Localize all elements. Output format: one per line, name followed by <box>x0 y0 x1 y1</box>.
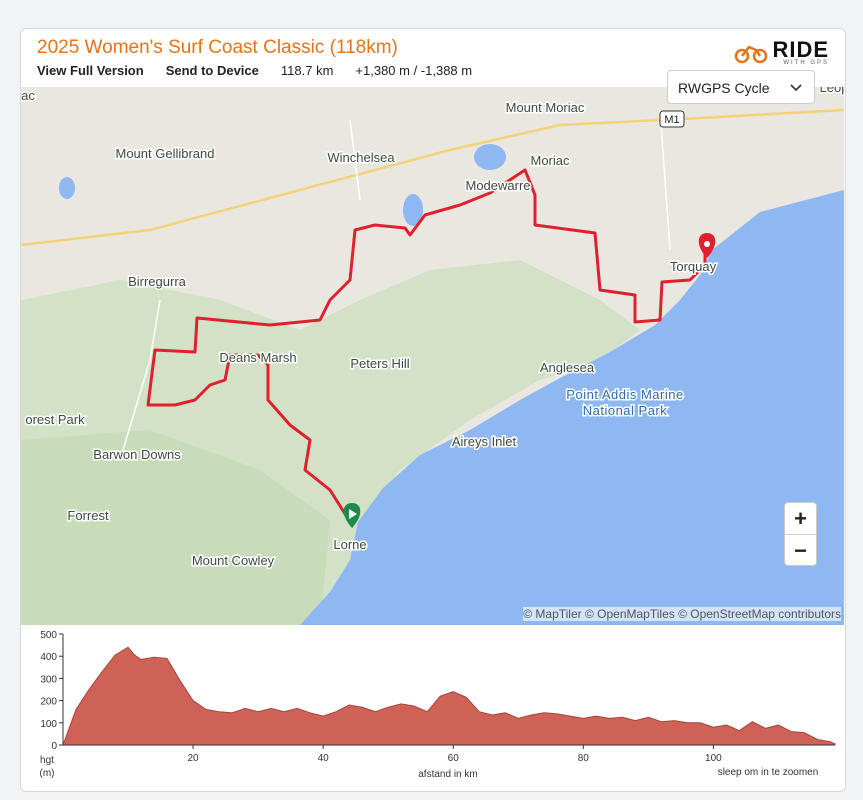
place-label: Leop <box>820 87 844 95</box>
place-label: Peters Hill <box>350 356 409 371</box>
route <box>146 168 707 526</box>
place-label: National Park <box>583 403 668 418</box>
logo-subtext: WITH GPS <box>783 60 829 66</box>
x-axis-label: afstand in km <box>418 769 477 780</box>
x-tick-label: 100 <box>705 753 722 764</box>
lake <box>474 144 506 170</box>
chevron <box>790 84 802 92</box>
place-label: Aireys Inlet <box>452 434 517 449</box>
zoom-in[interactable]: + <box>785 503 816 535</box>
start-icon <box>349 509 357 519</box>
send-device-link[interactable]: Send to Device <box>165 63 259 78</box>
y-tick-label: 400 <box>40 652 57 663</box>
view-full-link[interactable]: View Full Version <box>37 63 144 78</box>
place-label: Mount Gellibrand <box>116 146 215 161</box>
y-tick-label: 200 <box>40 697 57 708</box>
y-axis-label: hgt <box>40 755 54 766</box>
place-label: Lorne <box>333 537 366 552</box>
y-tick-label: 500 <box>40 630 57 641</box>
place-label: Point Addis Marine <box>566 387 683 402</box>
map[interactable]: M1 Mount Moriac Mount Gellibrand Winchelse… <box>21 87 844 625</box>
ocean <box>300 190 844 625</box>
route-title[interactable]: 2025 Women's Surf Coast Classic (118km) <box>37 37 398 58</box>
map-style-select[interactable]: RWGPS Cycle <box>667 70 815 104</box>
place-label: Mount Moriac <box>506 100 585 115</box>
y-tick-label: 100 <box>40 719 57 730</box>
road-shield-label: M1 <box>664 114 679 126</box>
highway <box>21 108 844 247</box>
map-style-label: RWGPS Cycle <box>678 80 770 96</box>
distance: 118.7 km <box>280 63 334 78</box>
route-info: View Full Version Send to Device 118.7 k… <box>37 63 472 78</box>
place-label: Barwon Downs <box>93 447 181 462</box>
place-label: Winchelsea <box>327 150 395 165</box>
elevation-gain: +1,380 m / -1,388 m <box>355 63 473 78</box>
logo[interactable]: RIDE WITH GPS <box>734 37 829 66</box>
place-label: Deans Marsh <box>219 350 296 365</box>
place-label: Modewarre <box>465 178 530 193</box>
logo-text: RIDE <box>772 37 829 62</box>
place-label: orest Park <box>25 412 85 427</box>
x-tick-label: 40 <box>318 753 330 764</box>
place-label: Birregurra <box>128 274 187 289</box>
y-tick-label: 0 <box>51 741 57 752</box>
place-label: Moriac <box>530 153 570 168</box>
elevation-area <box>62 646 836 746</box>
y-axis-label: (m) <box>40 768 55 779</box>
elevation-chart[interactable]: 0 100 200 300 400 500 20 40 60 80 100 hgt (m) afstand… <box>21 626 844 790</box>
place-label: Forrest <box>67 508 109 523</box>
lake <box>403 194 423 226</box>
end-icon <box>704 241 710 247</box>
zoom-out[interactable]: − <box>794 538 807 563</box>
x-tick-label: 60 <box>448 753 460 764</box>
logo-icon <box>735 45 768 64</box>
road-shield <box>659 110 685 128</box>
zoom-control: + − <box>784 502 817 566</box>
x-tick-label: 80 <box>578 753 590 764</box>
y-tick-label: 300 <box>40 674 57 685</box>
place-label: Mount Cowley <box>192 553 275 568</box>
place-label: ac <box>21 88 35 103</box>
attribution[interactable]: © MapTiler © OpenMapTiles © OpenStreetMa… <box>523 607 841 621</box>
x-tick-label: 20 <box>188 753 200 764</box>
road <box>119 109 671 461</box>
forest <box>21 430 330 625</box>
lake <box>59 177 75 199</box>
place-label: Torquay <box>670 259 717 274</box>
place-label: Anglesea <box>540 360 595 375</box>
zoom-hint: sleep om in te zoomen <box>718 767 819 778</box>
